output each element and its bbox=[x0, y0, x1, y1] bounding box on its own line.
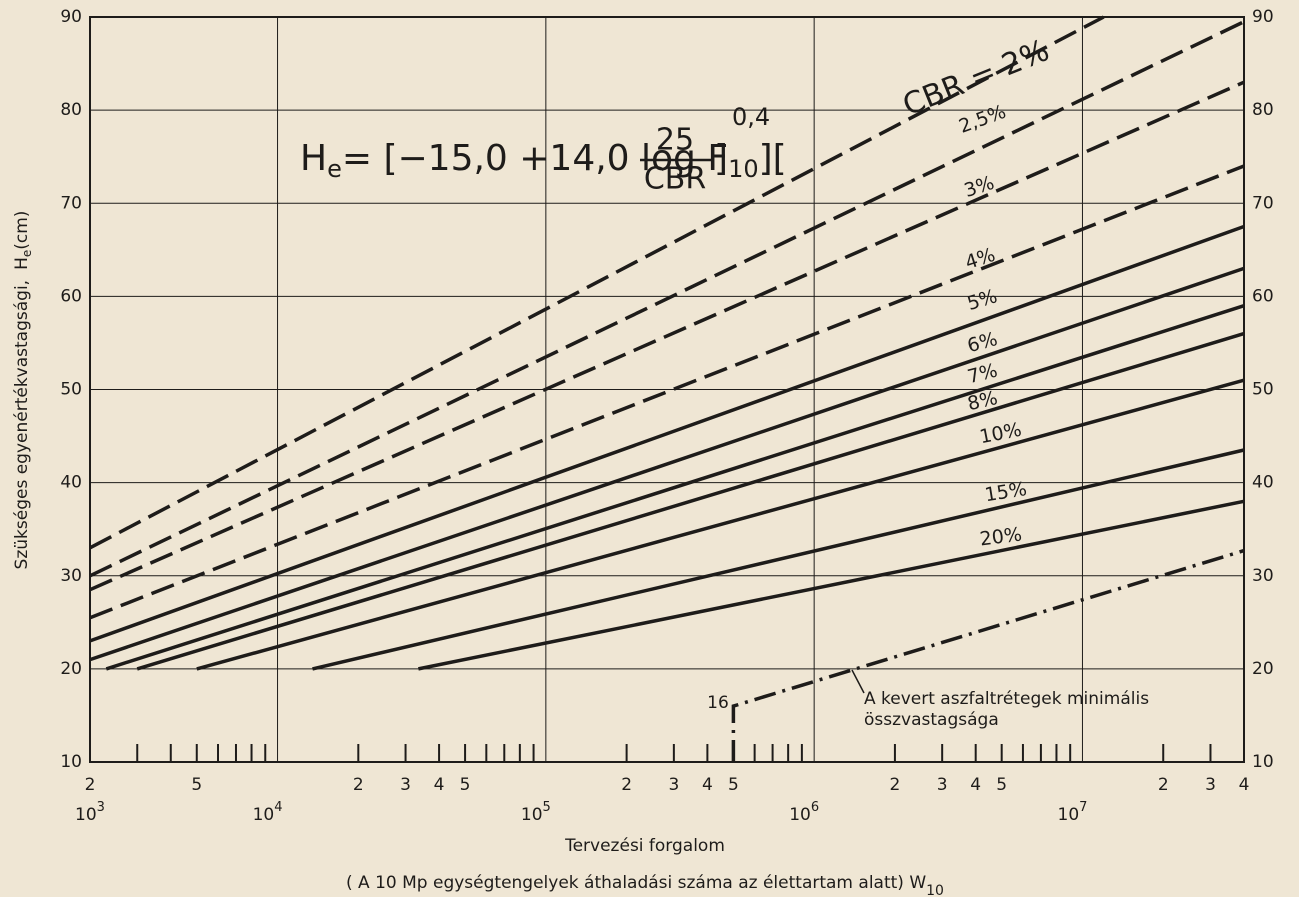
x-tick-label: 2 bbox=[85, 775, 96, 795]
series-line bbox=[312, 448, 1245, 671]
decade-base: 10 bbox=[789, 805, 811, 825]
x-tick-label: 4 bbox=[970, 775, 981, 795]
y2-tick-label: 70 bbox=[1252, 193, 1274, 213]
formula-mid-sub: 10 bbox=[728, 155, 759, 183]
x-tick-label: 4 bbox=[1239, 775, 1250, 795]
series-line bbox=[418, 499, 1245, 671]
y2-tick-label: 60 bbox=[1252, 286, 1274, 306]
series-line bbox=[105, 304, 1245, 671]
y2-tick-label: 40 bbox=[1252, 473, 1274, 493]
x-tick-label: 3 bbox=[937, 775, 948, 795]
y-label-text: Szükséges egyenértékvastagsági, bbox=[12, 280, 32, 570]
y-tick-label: 20 bbox=[60, 659, 82, 679]
series-line bbox=[89, 224, 1245, 643]
x-label2-text: ( A 10 Mp egységtengelyek áthaladási szá… bbox=[346, 873, 926, 893]
decade-base: 10 bbox=[75, 805, 97, 825]
formula-exponent: 0,4 bbox=[732, 103, 770, 131]
y2-tick-label: 30 bbox=[1252, 566, 1274, 586]
x-tick-label: 5 bbox=[728, 775, 739, 795]
y-tick-label: 40 bbox=[60, 473, 82, 493]
decade-label: 107 bbox=[1058, 800, 1088, 826]
y-tick-label: 50 bbox=[60, 380, 82, 400]
decade-base: 10 bbox=[521, 805, 543, 825]
y-tick-label: 30 bbox=[60, 566, 82, 586]
series-line bbox=[89, 15, 1105, 550]
y-tick-label: 10 bbox=[60, 752, 82, 772]
y-label-unit: (cm) bbox=[12, 211, 32, 250]
x-tick-label: 2 bbox=[621, 775, 632, 795]
series-line bbox=[731, 548, 1245, 762]
y-tick-label: 60 bbox=[60, 286, 82, 306]
y2-tick-label: 80 bbox=[1252, 100, 1274, 120]
decade-base: 10 bbox=[1058, 805, 1080, 825]
formula-left: He= [−15,0 +14,0 log F10][ bbox=[300, 138, 787, 183]
x-tick-label: 2 bbox=[1158, 775, 1169, 795]
decade-exp: 5 bbox=[543, 800, 551, 815]
y-label-sub: e bbox=[20, 250, 34, 257]
y-label-symbol: H bbox=[12, 257, 32, 270]
x-tick-label: 3 bbox=[1205, 775, 1216, 795]
leader-line bbox=[851, 669, 865, 694]
x-tick-label: 2 bbox=[890, 775, 901, 795]
series-line bbox=[89, 20, 1245, 578]
x-tick-label: 5 bbox=[996, 775, 1007, 795]
x-tick-label: 5 bbox=[191, 775, 202, 795]
x-label2-sub: 10 bbox=[926, 883, 944, 897]
x-tick-label: 5 bbox=[460, 775, 471, 795]
formula-open: ][ bbox=[759, 138, 787, 179]
y2-tick-label: 50 bbox=[1252, 380, 1274, 400]
decade-exp: 3 bbox=[97, 800, 105, 815]
y-tick-label: 80 bbox=[60, 100, 82, 120]
series-line bbox=[89, 266, 1245, 662]
annotation-text-2: összvastagsága bbox=[864, 710, 999, 730]
annotation-value: 16 bbox=[707, 693, 729, 713]
x-tick-label: 3 bbox=[668, 775, 679, 795]
formula: He= [−15,0 +14,0 log F10][ 25 CBR ] 0,4 bbox=[300, 103, 787, 197]
x-tick-label: 4 bbox=[702, 775, 713, 795]
series-line bbox=[136, 331, 1245, 671]
decade-exp: 4 bbox=[274, 800, 282, 815]
y2-tick-label: 20 bbox=[1252, 659, 1274, 679]
decade-exp: 6 bbox=[811, 800, 819, 815]
decade-exp: 7 bbox=[1079, 800, 1087, 815]
formula-close: ] bbox=[714, 138, 728, 179]
decade-label: 104 bbox=[253, 800, 283, 826]
decade-label: 105 bbox=[521, 800, 551, 826]
decade-base: 10 bbox=[253, 805, 275, 825]
series-line bbox=[89, 164, 1245, 620]
formula-lhs-sub: e bbox=[327, 155, 342, 183]
y-tick-label: 90 bbox=[60, 7, 82, 27]
y2-tick-label: 10 bbox=[1252, 752, 1274, 772]
x-axis-label: Tervezési forgalom bbox=[564, 836, 725, 856]
y-tick-label: 70 bbox=[60, 193, 82, 213]
x-tick-label: 3 bbox=[400, 775, 411, 795]
y-axis-label: Szükséges egyenértékvastagsági, He(cm) bbox=[12, 211, 34, 570]
x-tick-label: 2 bbox=[353, 775, 364, 795]
series-line bbox=[196, 378, 1245, 671]
formula-mid: = [−15,0 +14,0 log F bbox=[342, 138, 728, 179]
decade-label: 103 bbox=[75, 800, 105, 826]
series-line bbox=[89, 80, 1245, 592]
series-label: 20% bbox=[979, 523, 1024, 550]
annotation-text: A kevert aszfaltrétegek minimális bbox=[864, 689, 1149, 709]
plot-frame bbox=[89, 16, 1245, 763]
decade-label: 106 bbox=[789, 800, 819, 826]
formula-numerator: 25 bbox=[656, 123, 694, 158]
x-axis-label-2: ( A 10 Mp egységtengelyek áthaladási szá… bbox=[346, 873, 944, 897]
y2-tick-label: 90 bbox=[1252, 7, 1274, 27]
formula-denominator: CBR bbox=[644, 162, 706, 197]
formula-lhs: H bbox=[300, 138, 327, 179]
x-tick-label: 4 bbox=[434, 775, 445, 795]
